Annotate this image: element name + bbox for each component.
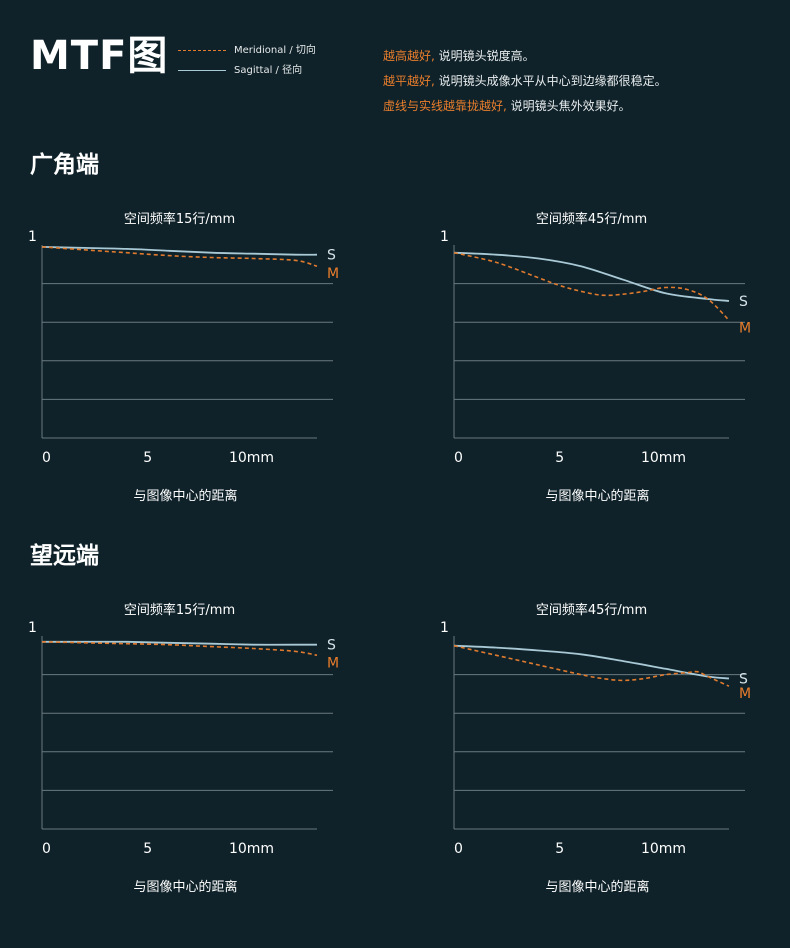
- y-tick-label: 1: [28, 229, 37, 245]
- x-axis-label: 与图像中心的距离: [545, 879, 649, 895]
- legend-item-sagittal: Sagittal / 径向: [178, 64, 358, 78]
- note-highlight: 越平越好,: [383, 74, 435, 88]
- x-tick-label: 10mm: [229, 841, 274, 857]
- x-tick-label: 5: [555, 450, 564, 466]
- note-text: 说明镜头成像水平从中心到边缘都很稳定。: [434, 74, 667, 88]
- x-axis-label: 与图像中心的距离: [133, 488, 237, 504]
- notes-block: 越高越好, 说明镜头锐度高。 越平越好, 说明镜头成像水平从中心到边缘都很稳定。…: [383, 44, 667, 119]
- legend-label-meridional: Meridional / 切向: [234, 45, 316, 56]
- legend-swatch-solid: [178, 70, 226, 71]
- note-highlight: 虚线与实线越靠拢越好,: [383, 99, 507, 113]
- chart-title: 空间频率45行/mm: [536, 602, 647, 618]
- x-tick-label: 0: [42, 841, 51, 857]
- legend-item-meridional: Meridional / 切向: [178, 44, 358, 58]
- chart-wide-15: 空间频率15行/mm 1 0 5 10mm 与图像中心的距离 S M: [25, 205, 385, 505]
- series-line-meridional: [453, 644, 730, 687]
- chart-title: 空间频率15行/mm: [124, 211, 235, 227]
- chart-svg: 空间频率45行/mm 1 0 5 10mm 与图像中心的距离 SM: [440, 211, 751, 504]
- x-tick-label: 0: [454, 450, 463, 466]
- x-tick-label: 5: [555, 841, 564, 857]
- section-title-tele: 望远端: [30, 543, 99, 569]
- series-line-sagittal: [41, 246, 318, 256]
- y-tick-label: 1: [440, 620, 449, 636]
- note-line: 越高越好, 说明镜头锐度高。: [383, 44, 667, 69]
- note-text: 说明镜头锐度高。: [434, 49, 535, 63]
- x-tick-label: 10mm: [641, 841, 686, 857]
- y-tick-label: 1: [28, 620, 37, 636]
- series-line-meridional: [41, 641, 318, 657]
- series-line-meridional: [453, 251, 730, 321]
- note-highlight: 越高越好,: [383, 49, 435, 63]
- chart-tele-45: 空间频率45行/mm 1 0 5 10mm 与图像中心的距离 S M: [437, 596, 790, 896]
- note-line: 越平越好, 说明镜头成像水平从中心到边缘都很稳定。: [383, 69, 667, 94]
- series-label-s: S: [327, 638, 336, 654]
- series-line-meridional: [41, 246, 318, 267]
- chart-tele-15: 空间频率15行/mm 1 0 5 10mm 与图像中心的距离 S M: [25, 596, 385, 896]
- x-axis-label: 与图像中心的距离: [545, 488, 649, 504]
- chart-svg: 空间频率45行/mm 1 0 5 10mm 与图像中心的距离 SM: [440, 602, 751, 895]
- x-axis-label: 与图像中心的距离: [133, 879, 237, 895]
- chart-svg: 空间频率15行/mm 1 0 5 10mm 与图像中心的距离 SM: [28, 211, 339, 504]
- series-label-m: M: [739, 320, 751, 336]
- chart-wide-45: 空间频率45行/mm 1 0 5 10mm 与图像中心的距离 S M: [437, 205, 790, 505]
- series-line-sagittal: [453, 251, 730, 302]
- note-text: 说明镜头焦外效果好。: [506, 99, 631, 113]
- note-line: 虚线与实线越靠拢越好, 说明镜头焦外效果好。: [383, 94, 667, 119]
- x-tick-label: 0: [454, 841, 463, 857]
- x-tick-label: 0: [42, 450, 51, 466]
- series-label-s: S: [739, 294, 748, 310]
- series-label-m: M: [739, 686, 751, 702]
- x-tick-label: 10mm: [229, 450, 274, 466]
- legend-swatch-dashed: [178, 50, 226, 51]
- series-line-sagittal: [453, 644, 730, 680]
- x-tick-label: 5: [143, 450, 152, 466]
- series-line-sagittal: [42, 640, 317, 646]
- chart-title: 空间频率45行/mm: [536, 211, 647, 227]
- chart-title: 空间频率15行/mm: [124, 602, 235, 618]
- series-label-s: S: [739, 671, 748, 687]
- x-tick-label: 10mm: [641, 450, 686, 466]
- series-label-m: M: [327, 266, 339, 282]
- chart-svg: 空间频率15行/mm 1 0 5 10mm 与图像中心的距离 SM: [28, 602, 339, 895]
- legend-label-sagittal: Sagittal / 径向: [234, 65, 303, 76]
- series-label-m: M: [327, 655, 339, 671]
- series-label-s: S: [327, 248, 336, 264]
- x-tick-label: 5: [143, 841, 152, 857]
- page-title: MTF图: [30, 33, 169, 79]
- y-tick-label: 1: [440, 229, 449, 245]
- section-title-wide: 广角端: [30, 152, 99, 178]
